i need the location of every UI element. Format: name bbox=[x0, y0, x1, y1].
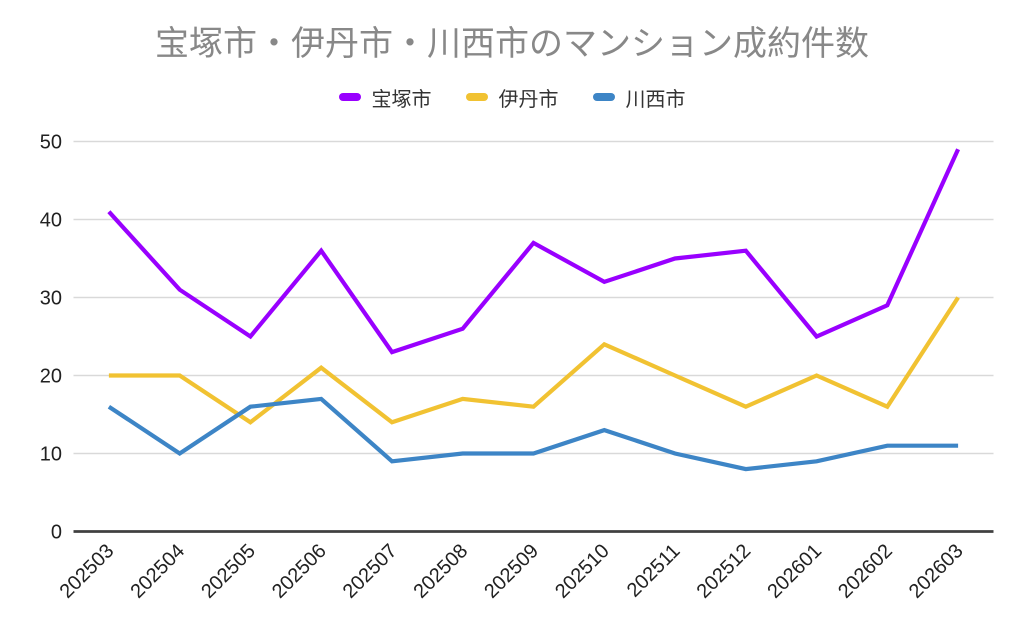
y-axis-tick-label: 20 bbox=[40, 366, 62, 388]
x-axis-tick-label: 202504 bbox=[126, 540, 189, 603]
y-axis-tick-label: 10 bbox=[40, 444, 62, 466]
legend-label: 宝塚市 bbox=[371, 88, 432, 111]
x-axis-tick-label: 202506 bbox=[268, 540, 331, 603]
chart-legend: 宝塚市 伊丹市 川西市 bbox=[0, 83, 1024, 112]
y-axis-tick-label: 40 bbox=[40, 210, 62, 232]
series-line-伊丹市 bbox=[108, 296, 960, 425]
chart-title: 宝塚市・伊丹市・川西市のマンション成約件数 bbox=[155, 25, 869, 63]
y-axis-tick-label: 0 bbox=[51, 522, 62, 544]
legend-swatch-icon bbox=[465, 93, 488, 101]
legend-item-宝塚市: 宝塚市 bbox=[338, 83, 432, 112]
x-axis-tick-label: 202601 bbox=[763, 540, 826, 603]
x-axis-tick-label: 202505 bbox=[197, 540, 260, 603]
x-axis-tick-label: 202511 bbox=[623, 540, 685, 602]
series-line-川西市 bbox=[107, 396, 959, 472]
legend-swatch-icon bbox=[338, 93, 361, 101]
x-axis-tick-label: 202509 bbox=[480, 540, 543, 603]
legend-label: 伊丹市 bbox=[498, 88, 559, 111]
legend-item-伊丹市: 伊丹市 bbox=[465, 83, 559, 112]
x-axis-tick-label: 202507 bbox=[339, 540, 402, 603]
y-axis-tick-label: 30 bbox=[40, 288, 62, 310]
x-axis-tick-label: 202512 bbox=[693, 540, 756, 603]
legend-swatch-icon bbox=[592, 93, 615, 101]
y-axis-tick-label: 50 bbox=[40, 132, 62, 154]
x-axis-tick-label: 202508 bbox=[410, 540, 473, 603]
x-axis-tick-label: 202503 bbox=[56, 540, 119, 603]
legend-item-川西市: 川西市 bbox=[592, 83, 686, 112]
legend-label: 川西市 bbox=[625, 88, 686, 111]
series-line-宝塚市 bbox=[107, 148, 961, 355]
x-axis-tick-label: 202510 bbox=[551, 540, 614, 603]
x-axis-tick-label: 202603 bbox=[905, 540, 968, 603]
x-axis-tick-label: 202602 bbox=[834, 540, 897, 603]
